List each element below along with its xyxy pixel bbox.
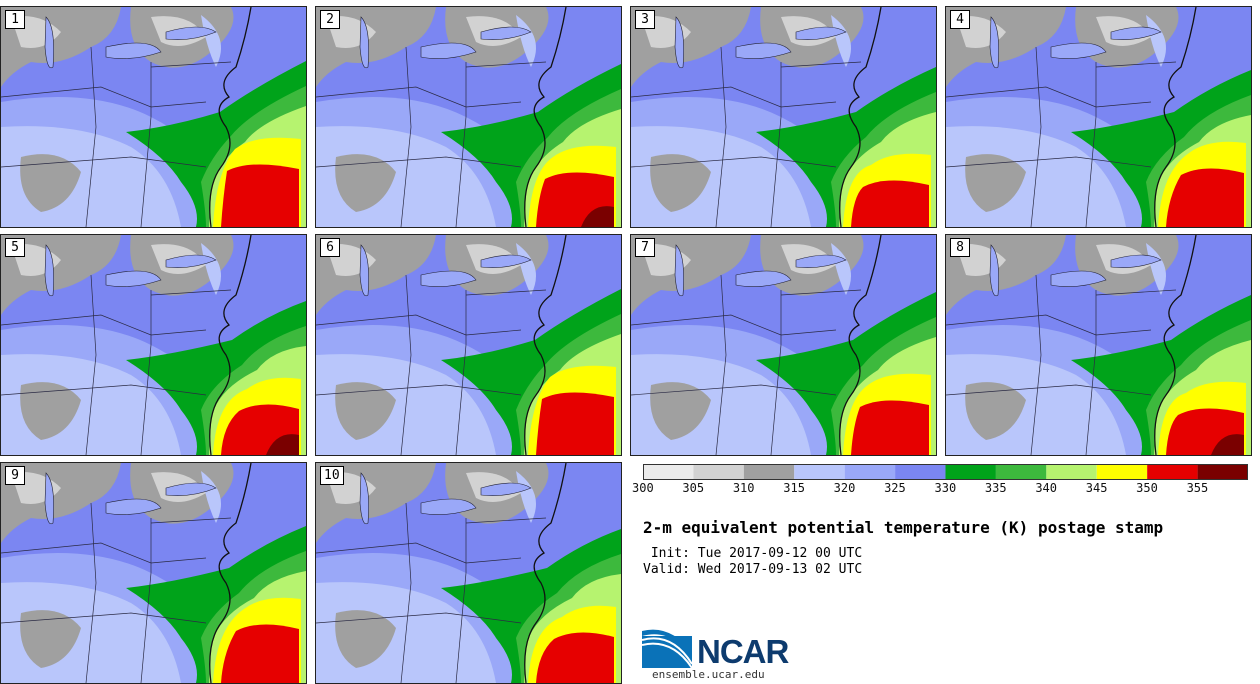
colorbar-bin-315 [794,464,845,480]
init-time: Init: Tue 2017-09-12 00 UTC [643,546,863,561]
map-5 [1,235,306,455]
map-3 [631,7,936,227]
colorbar-bin-350 [1147,464,1198,480]
site-url: ensemble.ucar.edu [652,668,765,681]
member-panel-1: 1 [0,6,307,228]
member-label-7: 7 [635,238,655,257]
colorbar-bin-335 [995,464,1047,480]
map-10 [316,463,621,683]
colorbar-bin-340 [1046,464,1097,480]
colorbar-tick-315: 315 [783,481,805,495]
member-label-5: 5 [5,238,25,257]
member-label-6: 6 [320,238,340,257]
colorbar-bin-300 [643,464,694,480]
colorbar-tick-320: 320 [833,481,856,495]
member-panel-10: 10 [315,462,622,684]
map-8 [946,235,1251,455]
member-panel-4: 4 [945,6,1252,228]
colorbar-tick-305: 305 [682,481,705,495]
map-6 [316,235,621,455]
ncar-logo-icon [642,629,693,668]
member-panel-3: 3 [630,6,937,228]
map-1 [1,7,306,227]
colorbar-tick-330: 330 [934,481,957,495]
colorbar-bin-330 [945,464,996,480]
member-label-1: 1 [5,10,25,29]
member-panel-2: 2 [315,6,622,228]
colorbar-tick-350: 350 [1136,481,1158,495]
member-panel-6: 6 [315,234,622,456]
colorbar-tick-325: 325 [884,481,906,495]
ncar-logo-text: NCAR [697,633,789,670]
colorbar-bin-320 [844,464,896,480]
member-label-2: 2 [320,10,340,29]
colorbar-tick-340: 340 [1035,481,1058,495]
member-label-3: 3 [635,10,655,29]
colorbar-bin-305 [693,464,744,480]
figure-title: 2-m equivalent potential temperature (K)… [643,518,1164,537]
member-label-9: 9 [5,466,25,485]
colorbar-tick-310: 310 [732,481,755,495]
map-7 [631,235,936,455]
colorbar-bin-325 [895,464,946,480]
member-panel-5: 5 [0,234,307,456]
valid-time: Valid: Wed 2017-09-13 02 UTC [643,562,863,577]
colorbar-tick-345: 345 [1085,481,1108,495]
colorbar [643,464,1248,480]
colorbar-tick-335: 335 [984,481,1007,495]
colorbar-tick-300: 300 [632,481,654,495]
map-4 [946,7,1251,227]
member-label-4: 4 [950,10,970,29]
member-label-10: 10 [320,466,344,485]
member-panel-7: 7 [630,234,937,456]
colorbar-tick-355: 355 [1186,481,1209,495]
map-2 [316,7,621,227]
member-panel-9: 9 [0,462,307,684]
member-label-8: 8 [950,238,970,257]
map-9 [1,463,306,683]
colorbar-bin-355 [1197,464,1248,480]
member-panel-8: 8 [945,234,1252,456]
colorbar-bin-345 [1096,464,1148,480]
colorbar-bin-310 [743,464,795,480]
